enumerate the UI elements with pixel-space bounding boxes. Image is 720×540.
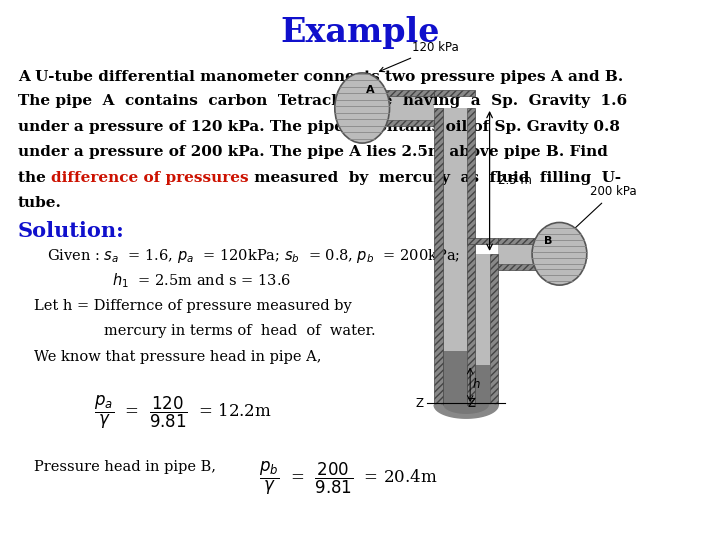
Bar [490, 254, 498, 405]
Bar [467, 364, 490, 405]
Bar [498, 264, 538, 270]
Text: h: h [473, 378, 480, 392]
Text: tube.: tube. [18, 196, 62, 210]
Ellipse shape [335, 73, 390, 143]
Bar [443, 351, 467, 405]
Text: difference of pressures: difference of pressures [51, 171, 248, 185]
Text: 120 kPa: 120 kPa [379, 41, 459, 72]
Polygon shape [443, 405, 490, 415]
Bar [380, 90, 434, 96]
Bar [467, 108, 475, 405]
Bar [467, 254, 490, 364]
Text: 200 kPa: 200 kPa [570, 185, 637, 232]
Bar [380, 96, 434, 120]
Text: A U-tube differential manometer connects two pressure pipes A and B.: A U-tube differential manometer connects… [18, 70, 624, 84]
Bar [434, 108, 443, 405]
Ellipse shape [532, 222, 587, 285]
Text: The pipe  A  contains  carbon  Tetrachloride  having  a  Sp.  Gravity  1.6: The pipe A contains carbon Tetrachloride… [18, 94, 627, 109]
Text: $\dfrac{p_a}{\gamma}$  =  $\dfrac{120}{9.81}$  = 12.2m: $\dfrac{p_a}{\gamma}$ = $\dfrac{120}{9.8… [94, 394, 271, 431]
Bar [434, 90, 475, 96]
Bar [467, 238, 498, 244]
Text: measured  by  mercury  as  fluid  filling  U-: measured by mercury as fluid filling U- [248, 171, 621, 185]
Text: $h_1$  = 2.5m and s = 13.6: $h_1$ = 2.5m and s = 13.6 [112, 272, 291, 291]
Text: We know that pressure head in pipe A,: We know that pressure head in pipe A, [34, 350, 321, 364]
Text: Solution:: Solution: [18, 221, 125, 241]
Text: under a pressure of 120 kPa. The pipe B contains oil of Sp. Gravity 0.8: under a pressure of 120 kPa. The pipe B … [18, 120, 620, 134]
Text: Z: Z [415, 396, 423, 409]
Bar [380, 120, 434, 126]
Text: A: A [366, 85, 374, 96]
Text: under a pressure of 200 kPa. The pipe A lies 2.5m above pipe B. Find: under a pressure of 200 kPa. The pipe A … [18, 145, 608, 159]
Bar [443, 108, 467, 351]
Bar [498, 238, 538, 244]
Text: B: B [544, 237, 553, 246]
Text: mercury in terms of  head  of  water.: mercury in terms of head of water. [104, 324, 376, 338]
Polygon shape [434, 405, 498, 418]
Text: the: the [18, 171, 51, 185]
Text: Let h = Differnce of pressure measured by: Let h = Differnce of pressure measured b… [34, 299, 351, 313]
Text: Pressure head in pipe B,: Pressure head in pipe B, [34, 460, 216, 474]
Text: Z: Z [468, 396, 476, 409]
Text: Example: Example [280, 16, 440, 49]
Text: 2.5 m: 2.5 m [498, 174, 532, 187]
Text: $\dfrac{p_b}{\gamma}$  =  $\dfrac{200}{9.81}$  = 20.4m: $\dfrac{p_b}{\gamma}$ = $\dfrac{200}{9.8… [259, 460, 438, 497]
Bar [498, 244, 538, 264]
Text: Given : $s_a$  = 1.6, $p_a$  = 120kPa; $s_b$  = 0.8, $p_b$  = 200kPa;: Given : $s_a$ = 1.6, $p_a$ = 120kPa; $s_… [47, 247, 460, 265]
